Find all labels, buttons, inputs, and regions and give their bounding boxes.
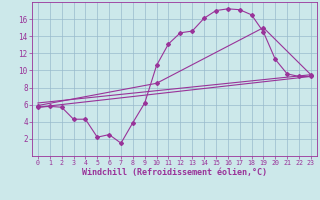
X-axis label: Windchill (Refroidissement éolien,°C): Windchill (Refroidissement éolien,°C) xyxy=(82,168,267,177)
